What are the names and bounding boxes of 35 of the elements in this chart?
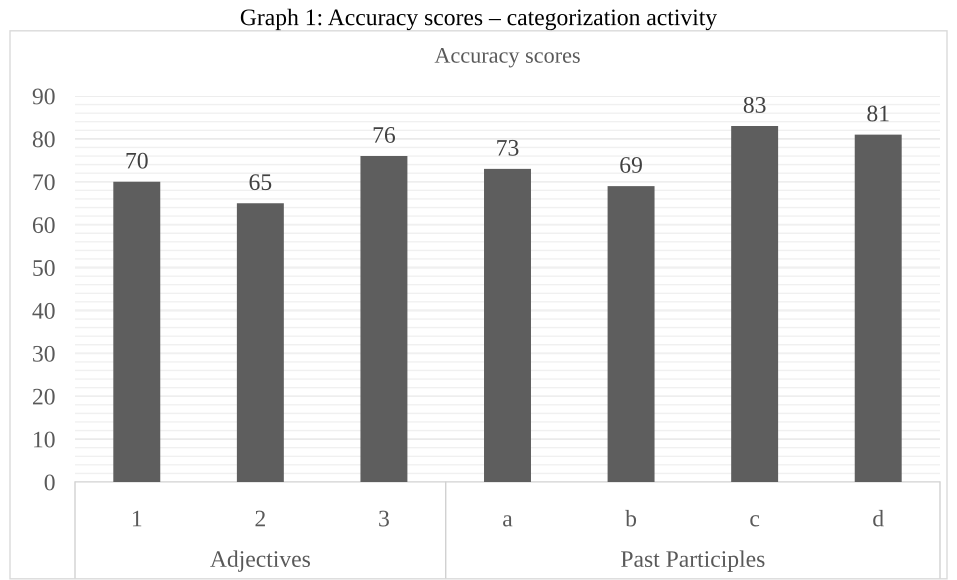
data-label: 76: [374, 127, 396, 143]
y-tick-label: 50: [33, 260, 55, 276]
y-tick-label: 0: [44, 474, 55, 490]
data-label: 83: [744, 96, 766, 113]
chart-title: Accuracy scores: [434, 48, 580, 68]
y-tick-label: 90: [32, 88, 55, 104]
bar: [236, 203, 284, 482]
y-tick-label: 80: [32, 131, 55, 148]
y-tick-label: 60: [32, 217, 55, 234]
x-tick-label: c: [750, 515, 760, 527]
bar: [360, 156, 408, 482]
y-tick-label: 30: [33, 346, 55, 362]
x-tick-label: 1: [132, 510, 142, 526]
bar: [484, 168, 531, 482]
x-tick-label: 3: [379, 510, 389, 527]
data-label: 81: [867, 106, 889, 122]
data-label: 69: [620, 157, 642, 173]
y-tick-label: 20: [32, 388, 55, 405]
x-tick-label: a: [503, 515, 512, 527]
text: Past Participles: [621, 550, 764, 572]
y-tick-label: 10: [34, 432, 55, 448]
y-tick-label: 40: [32, 302, 55, 319]
caption: Graph 1: Accuracy scores – categorization activity: [240, 8, 718, 30]
x-tick-label: d: [873, 510, 884, 527]
bar: [854, 134, 902, 482]
y-tick-label: 70: [34, 174, 55, 190]
text: Adjectives: [210, 550, 310, 572]
x-tick-label: b: [625, 510, 636, 527]
data-label: 70: [126, 152, 148, 169]
data-label: 73: [497, 140, 518, 156]
bar: [113, 182, 160, 482]
x-tick-label: 2: [255, 510, 265, 526]
bar: [731, 126, 778, 482]
data-label: 65: [250, 174, 272, 190]
bar: [608, 186, 655, 482]
